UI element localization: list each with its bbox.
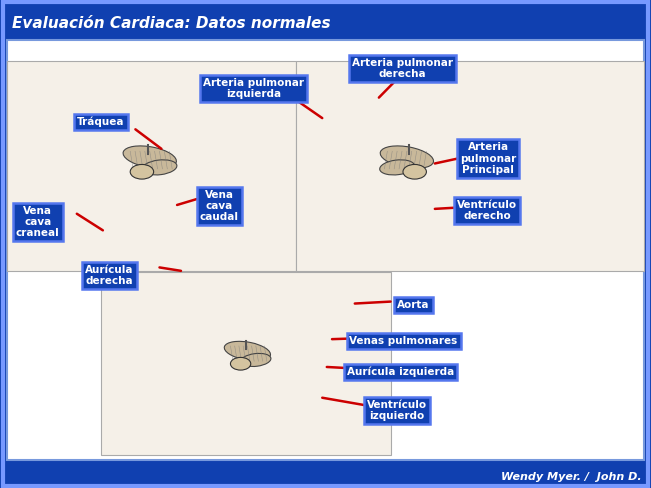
Text: Evaluación Cardiaca: Datos normales: Evaluación Cardiaca: Datos normales [12, 16, 330, 31]
Ellipse shape [123, 146, 176, 168]
Text: Venas pulmonares: Venas pulmonares [350, 336, 458, 346]
Ellipse shape [225, 341, 270, 361]
Text: Tráquea: Tráquea [77, 117, 124, 127]
Text: Ventrículo
izquierdo: Ventrículo izquierdo [367, 400, 427, 422]
Ellipse shape [230, 357, 251, 370]
Text: Aurícula izquierda: Aurícula izquierda [347, 366, 454, 377]
Text: Vena
cava
craneal: Vena cava craneal [16, 206, 60, 238]
Text: Aorta: Aorta [397, 300, 430, 310]
Ellipse shape [241, 353, 271, 366]
Ellipse shape [380, 160, 415, 175]
FancyBboxPatch shape [101, 272, 391, 455]
Ellipse shape [142, 160, 177, 175]
Text: Vena
cava
caudal: Vena cava caudal [200, 190, 239, 222]
Text: Arteria
pulmonar
Principal: Arteria pulmonar Principal [460, 142, 516, 175]
FancyBboxPatch shape [296, 61, 644, 271]
Ellipse shape [130, 164, 154, 179]
FancyBboxPatch shape [7, 40, 644, 460]
Text: Arteria pulmonar
izquierda: Arteria pulmonar izquierda [203, 78, 305, 100]
Ellipse shape [403, 164, 426, 179]
FancyBboxPatch shape [7, 61, 296, 271]
Text: Wendy Myer. /  John D.: Wendy Myer. / John D. [501, 472, 641, 482]
Text: Ventrículo
derecho: Ventrículo derecho [457, 200, 517, 222]
Text: Aurícula
derecha: Aurícula derecha [85, 265, 133, 286]
Text: Arteria pulmonar
derecha: Arteria pulmonar derecha [352, 58, 453, 79]
Ellipse shape [380, 146, 434, 168]
